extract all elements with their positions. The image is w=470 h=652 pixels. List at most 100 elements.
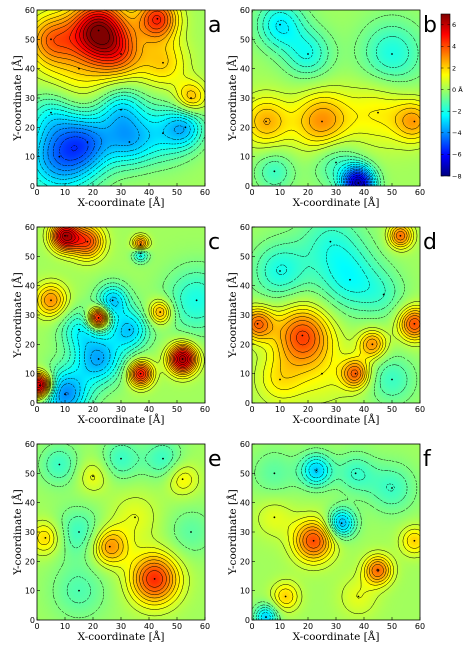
x-tick-label: 10 — [275, 405, 285, 414]
contours-c — [36, 226, 206, 404]
y-axis-label: Y-coordinate [Å] — [225, 272, 239, 359]
y-tick-label: 50 — [25, 469, 35, 478]
contour-line — [53, 9, 166, 64]
contour-line — [36, 226, 193, 393]
x-axis-label: X-coordinate [Å] — [293, 412, 380, 426]
contour-line — [79, 16, 120, 56]
x-tick-label: 0 — [249, 405, 254, 414]
y-tick-label: 50 — [25, 35, 35, 44]
contour-line — [53, 292, 139, 404]
data-point — [357, 182, 360, 184]
y-tick-label: 0 — [245, 616, 250, 625]
contour-line — [251, 226, 418, 404]
contour-line — [36, 226, 194, 394]
data-point — [312, 539, 315, 542]
data-point — [413, 322, 416, 325]
data-point — [97, 317, 100, 319]
y-tick-label: 60 — [25, 223, 35, 232]
y-tick-label: 20 — [240, 557, 250, 566]
x-tick-label: 60 — [415, 188, 425, 197]
colorbar-gradient — [440, 13, 451, 177]
colorbar-tick-label: 4 — [452, 43, 456, 51]
y-tick-label: 50 — [240, 35, 250, 44]
contour-line — [350, 174, 366, 187]
data-point — [256, 322, 259, 325]
data-point — [340, 522, 343, 525]
data-point — [190, 531, 192, 533]
contour-line — [251, 230, 421, 381]
data-point — [190, 97, 192, 99]
y-tick-label: 10 — [25, 153, 35, 162]
x-tick-label: 20 — [88, 188, 98, 197]
colorbar-tick-label: 2 — [452, 64, 456, 72]
data-point — [128, 141, 131, 143]
y-tick-label: 10 — [240, 587, 250, 596]
x-tick-label: 40 — [359, 188, 369, 197]
heatmap-a — [37, 10, 205, 186]
contour-line — [47, 127, 102, 171]
contour-line — [344, 168, 371, 187]
x-tick-label: 50 — [172, 622, 182, 631]
x-tick-label: 40 — [359, 405, 369, 414]
x-tick-label: 0 — [34, 188, 39, 197]
data-point — [321, 120, 323, 123]
x-tick-label: 0 — [34, 622, 39, 631]
x-tick-label: 40 — [144, 405, 154, 414]
data-point — [321, 372, 323, 375]
y-tick-label: 60 — [240, 6, 250, 15]
x-axis-label: X-coordinate [Å] — [293, 629, 380, 643]
data-point — [78, 531, 80, 533]
data-point — [265, 120, 267, 123]
data-point — [195, 299, 198, 302]
data-point — [329, 240, 332, 243]
panel-f: 0 10 20 30 40 50 60 0 10 20 30 40 50 60 X-coordinate [… — [225, 440, 432, 643]
colorbar-tick-label: 0 Å — [452, 85, 463, 94]
data-point — [391, 378, 393, 381]
heatmap-d — [252, 227, 420, 403]
y-tick-label: 50 — [25, 252, 35, 261]
contour-line — [38, 108, 191, 180]
x-tick-label: 10 — [275, 622, 285, 631]
x-tick-label: 50 — [172, 405, 182, 414]
contour-line — [251, 228, 421, 384]
contour-line — [36, 103, 195, 185]
x-tick-label: 20 — [303, 622, 313, 631]
y-tick-label: 30 — [240, 94, 250, 103]
y-tick-label: 20 — [25, 123, 35, 132]
data-point — [315, 469, 318, 472]
contour-line — [352, 176, 364, 187]
x-tick-label: 60 — [415, 405, 425, 414]
contour-line — [38, 443, 206, 619]
contour-line — [253, 452, 408, 621]
contour-line — [347, 171, 369, 187]
x-tick-label: 0 — [249, 622, 254, 631]
data-point — [159, 311, 162, 313]
contour-line — [258, 459, 353, 621]
contour-line — [36, 99, 199, 187]
y-tick-label: 60 — [25, 440, 35, 449]
x-tick-label: 20 — [88, 405, 98, 414]
y-tick-label: 20 — [25, 557, 35, 566]
contours-f — [251, 447, 421, 621]
x-tick-label: 30 — [331, 405, 341, 414]
data-point — [128, 328, 131, 331]
contour-line — [251, 226, 421, 404]
contour-line — [75, 13, 123, 59]
data-point — [181, 358, 184, 360]
data-point — [162, 61, 164, 64]
data-point — [301, 334, 304, 337]
panel-label: c — [208, 230, 220, 255]
x-tick-label: 40 — [144, 188, 154, 197]
x-axis-label: X-coordinate [Å] — [293, 195, 380, 209]
y-tick-label: 30 — [25, 528, 35, 537]
data-point — [354, 372, 357, 375]
panel-d: 0 10 20 30 40 50 60 0 10 20 30 40 50 60 X-coordinate [… — [225, 223, 437, 426]
data-point — [50, 299, 52, 302]
data-point — [58, 463, 61, 466]
x-tick-label: 30 — [331, 622, 341, 631]
contours-e — [36, 443, 206, 619]
contour-line — [251, 85, 421, 152]
data-point — [58, 155, 61, 158]
colorbar-tick-label: 6 — [452, 21, 456, 29]
